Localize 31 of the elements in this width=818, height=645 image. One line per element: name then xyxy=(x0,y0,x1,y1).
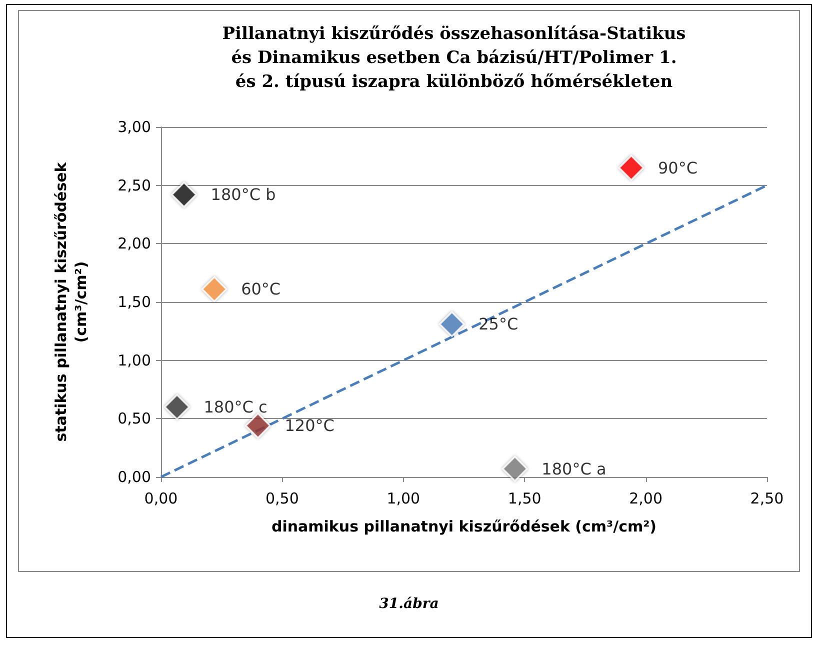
x-axis-title: dinamikus pillanatnyi kiszűrődések (cm³/cm²) xyxy=(271,518,657,536)
point xyxy=(502,456,528,482)
y-axis-title: statikus pillanatnyi kiszűrődések (cm³/cm²) xyxy=(52,161,90,442)
y-tick-label: 1,00 xyxy=(118,351,151,370)
x-tick-label: 1,00 xyxy=(386,490,420,508)
series-label: 120°C xyxy=(284,416,334,436)
series-label: 180°C c xyxy=(204,398,268,416)
series-label: 180°C b xyxy=(210,185,276,204)
series-label: 25°C xyxy=(478,314,518,334)
y-tick-label: 2,00 xyxy=(118,234,151,253)
series-label: 60°C xyxy=(241,280,281,299)
point xyxy=(618,155,644,181)
y-tick-label: 0,00 xyxy=(118,468,151,486)
point xyxy=(164,394,190,420)
x-tick-label: 0,50 xyxy=(265,490,299,508)
point xyxy=(171,182,197,208)
point xyxy=(202,276,228,302)
y-tick-label: 1,50 xyxy=(118,293,151,311)
y-tick-label: 2,50 xyxy=(118,176,151,194)
x-tick-label: 1,50 xyxy=(508,490,542,508)
y-tick-label: 3,00 xyxy=(118,118,151,136)
y-tick-label: 0,50 xyxy=(118,410,151,428)
chart-title: Pillanatnyi kiszűrődés összehasonlítása-Statikus és Dinamikus esetben Ca bázisú/HT/Polimer 1. és 2. típusú iszapra különböző hőmérsékleten xyxy=(222,24,686,92)
text: 31.ábra xyxy=(378,596,440,612)
point xyxy=(245,412,271,438)
series-label: 180°C a xyxy=(542,459,606,478)
x-tick-label: 2,00 xyxy=(629,490,663,508)
point xyxy=(439,311,465,337)
x-tick-label: 2,50 xyxy=(750,490,784,508)
series-label: 90°C xyxy=(658,158,698,178)
x-tick-label: 0,00 xyxy=(144,490,178,508)
